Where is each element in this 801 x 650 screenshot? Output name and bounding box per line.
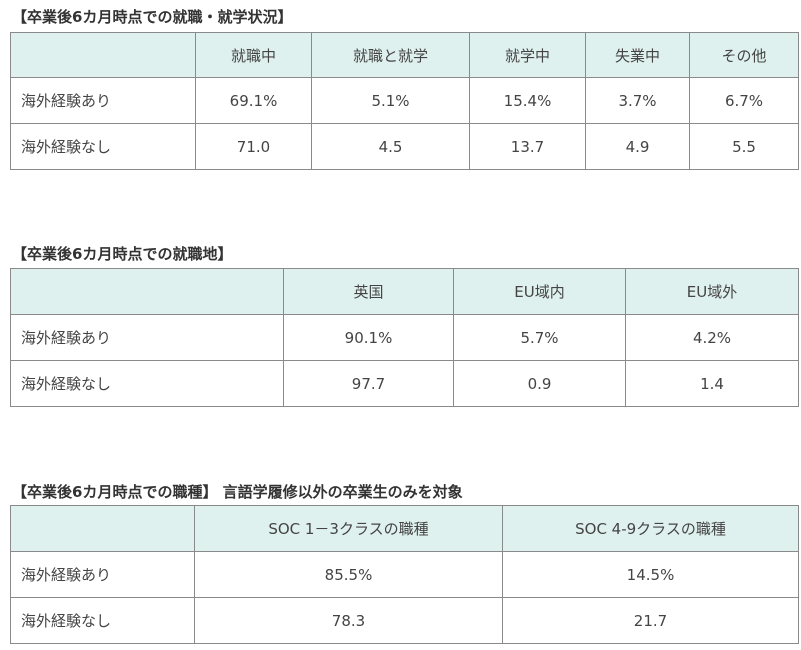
row-label: 海外経験なし [10,360,284,407]
row-label: 海外経験あり [10,314,284,361]
row-label: 海外経験あり [10,77,196,124]
table-cell: 69.1% [195,77,312,124]
table-cell: 78.3 [194,597,503,644]
table-row: 海外経験なし 97.7 0.9 1.4 [10,360,799,407]
column-header: SOC 1－3クラスの職種 [194,505,503,552]
column-header: 英国 [283,268,454,315]
section-title-occupation: 【卒業後6カ月時点での職種】 言語学履修以外の卒業生のみを対象 [12,483,463,501]
employment-location-table: 英国 EU域内 EU域外 海外経験あり 90.1% 5.7% 4.2% 海外経験… [10,268,799,407]
table-cell: 15.4% [469,77,586,124]
table-row: 海外経験あり 69.1% 5.1% 15.4% 3.7% 6.7% [10,77,799,124]
table-cell: 4.2% [625,314,799,361]
table-cell: 4.5 [311,123,470,170]
column-header: その他 [689,32,799,78]
column-header: 就職と就学 [311,32,470,78]
column-header: EU域内 [453,268,626,315]
table-cell: 5.7% [453,314,626,361]
column-header: 失業中 [585,32,690,78]
table-cell: 21.7 [502,597,799,644]
row-label: 海外経験なし [10,123,196,170]
table-cell: 3.7% [585,77,690,124]
table-row: 海外経験なし 78.3 21.7 [10,597,799,644]
table-cell: 97.7 [283,360,454,407]
row-label: 海外経験なし [10,597,195,644]
table-cell: 85.5% [194,551,503,598]
table-cell: 6.7% [689,77,799,124]
table-cell: 13.7 [469,123,586,170]
table-row: 海外経験あり 85.5% 14.5% [10,551,799,598]
column-header: EU域外 [625,268,799,315]
table-row: 海外経験なし 71.0 4.5 13.7 4.9 5.5 [10,123,799,170]
table-cell: 0.9 [453,360,626,407]
occupation-table: SOC 1－3クラスの職種 SOC 4-9クラスの職種 海外経験あり 85.5%… [10,505,799,644]
table-cell: 14.5% [502,551,799,598]
table-header-row: 英国 EU域内 EU域外 [10,268,799,315]
table-cell: 5.5 [689,123,799,170]
table-header-row: SOC 1－3クラスの職種 SOC 4-9クラスの職種 [10,505,799,552]
column-header: 就学中 [469,32,586,78]
table-cell: 4.9 [585,123,690,170]
table-cell: 90.1% [283,314,454,361]
column-header: SOC 4-9クラスの職種 [502,505,799,552]
table-cell: 71.0 [195,123,312,170]
table-header-row: 就職中 就職と就学 就学中 失業中 その他 [10,32,799,78]
header-corner-cell [10,505,195,552]
column-header: 就職中 [195,32,312,78]
table-cell: 1.4 [625,360,799,407]
row-label: 海外経験あり [10,551,195,598]
table-row: 海外経験あり 90.1% 5.7% 4.2% [10,314,799,361]
header-corner-cell [10,268,284,315]
table-cell: 5.1% [311,77,470,124]
header-corner-cell [10,32,196,78]
section-title-employment-status: 【卒業後6カ月時点での就職・就学状況】 [12,8,293,26]
employment-status-table: 就職中 就職と就学 就学中 失業中 その他 海外経験あり 69.1% 5.1% … [10,32,799,170]
section-title-employment-location: 【卒業後6カ月時点での就職地】 [12,245,233,263]
